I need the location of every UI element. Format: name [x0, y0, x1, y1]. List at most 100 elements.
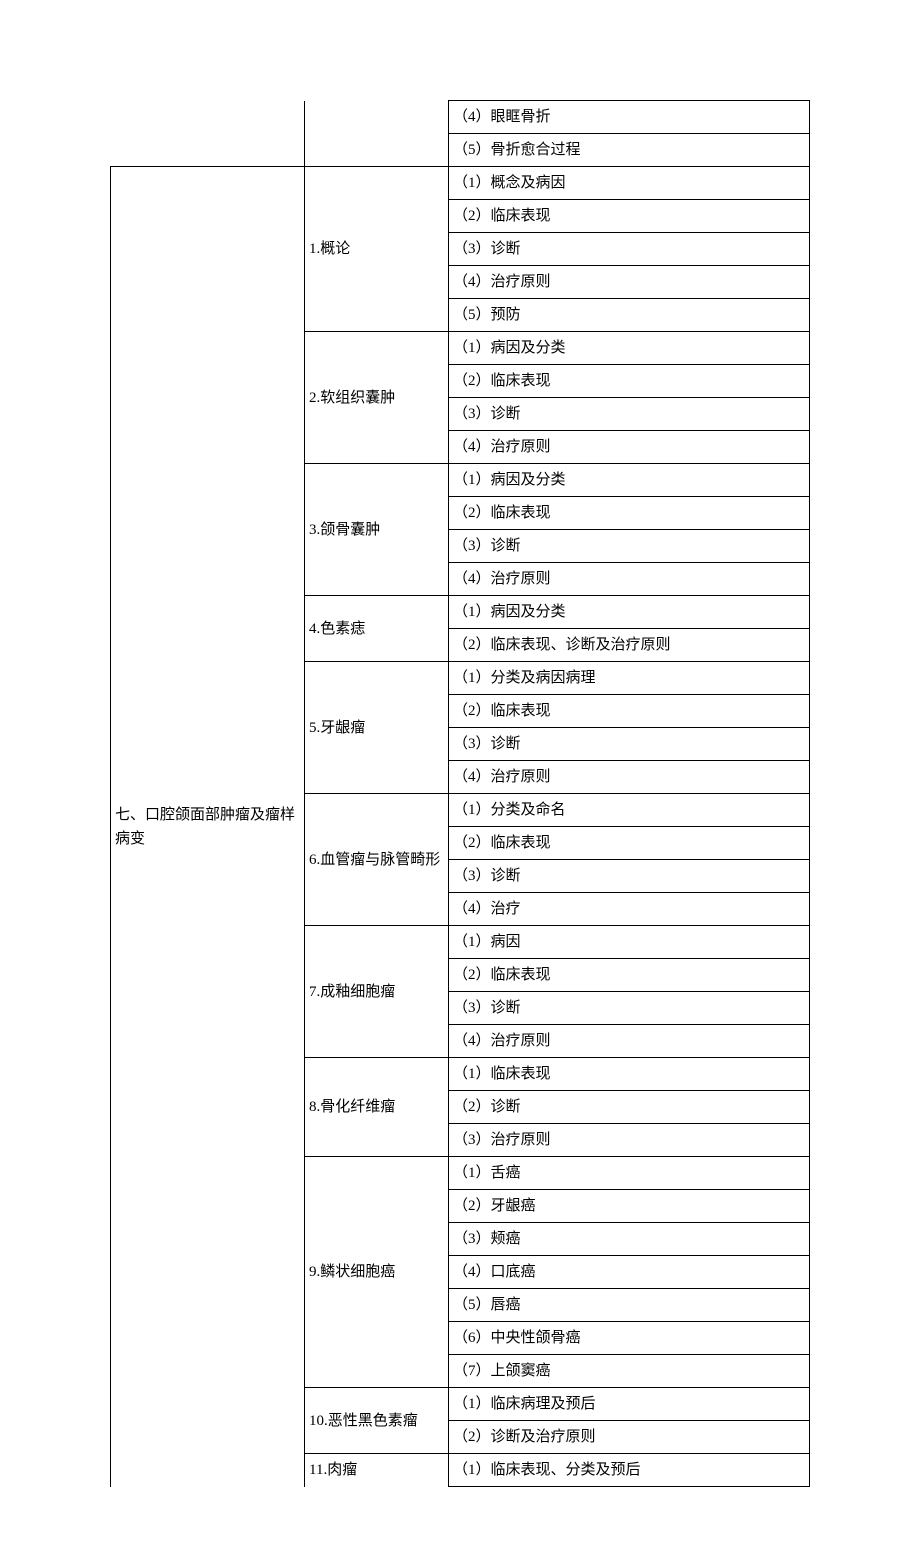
sub-label: 11.肉瘤: [309, 1462, 357, 1478]
detail-text: （4）口底癌: [453, 1264, 536, 1280]
detail-text: （3）诊断: [453, 241, 521, 257]
sub-label: 4.色素痣: [309, 621, 365, 637]
detail-text: （3）治疗原则: [453, 1132, 551, 1148]
detail-cell: （1）临床表现、分类及预后: [449, 1454, 810, 1487]
sub-cell: 8.骨化纤维瘤: [305, 1058, 449, 1157]
sub-cell: 6.血管瘤与脉管畸形: [305, 794, 449, 926]
detail-text: （2）临床表现: [453, 505, 551, 521]
detail-text: （2）诊断及治疗原则: [453, 1429, 596, 1445]
detail-text: （7）上颌窦癌: [453, 1363, 551, 1379]
detail-cell: （2）诊断: [449, 1091, 810, 1124]
detail-text: （2）临床表现: [453, 208, 551, 224]
detail-cell: （2）临床表现: [449, 695, 810, 728]
detail-cell: （2）临床表现: [449, 365, 810, 398]
detail-text: （1）病因: [453, 934, 521, 950]
detail-cell: （1）临床病理及预后: [449, 1388, 810, 1421]
detail-text: （5）预防: [453, 307, 521, 323]
detail-text: （1）临床表现、分类及预后: [453, 1462, 641, 1478]
document-page: （4）眼眶骨折 （5）骨折愈合过程 七、口腔颌面部肿瘤及瘤样病变 1.概论 （1…: [0, 0, 920, 1547]
detail-cell: （4）治疗: [449, 893, 810, 926]
detail-text: （2）临床表现: [453, 703, 551, 719]
detail-text: （1）病因及分类: [453, 604, 566, 620]
detail-cell: （2）诊断及治疗原则: [449, 1421, 810, 1454]
detail-text: （4）治疗原则: [453, 439, 551, 455]
prev-sub-cell: [305, 101, 449, 167]
detail-cell: （3）诊断: [449, 398, 810, 431]
detail-cell: （3）诊断: [449, 233, 810, 266]
sub-label: 10.恶性黑色素瘤: [309, 1413, 418, 1429]
detail-text: （3）诊断: [453, 538, 521, 554]
detail-text: （3）颊癌: [453, 1231, 521, 1247]
detail-cell: （4）治疗原则: [449, 1025, 810, 1058]
detail-cell: （3）诊断: [449, 728, 810, 761]
detail-text: （1）舌癌: [453, 1165, 521, 1181]
detail-cell: （5）骨折愈合过程: [449, 134, 810, 167]
detail-text: （2）临床表现: [453, 967, 551, 983]
detail-cell: （3）诊断: [449, 860, 810, 893]
sub-label: 9.鳞状细胞癌: [309, 1264, 395, 1280]
detail-cell: （1）舌癌: [449, 1157, 810, 1190]
sub-cell: 3.颌骨囊肿: [305, 464, 449, 596]
detail-text: （2）牙龈癌: [453, 1198, 536, 1214]
detail-text: （4）治疗原则: [453, 769, 551, 785]
detail-cell: （4）眼眶骨折: [449, 101, 810, 134]
sub-label: 5.牙龈瘤: [309, 720, 365, 736]
sub-label: 8.骨化纤维瘤: [309, 1099, 395, 1115]
detail-cell: （1）临床表现: [449, 1058, 810, 1091]
detail-text: （4）治疗: [453, 901, 521, 917]
detail-cell: （4）治疗原则: [449, 431, 810, 464]
outline-table: （4）眼眶骨折 （5）骨折愈合过程 七、口腔颌面部肿瘤及瘤样病变 1.概论 （1…: [110, 100, 810, 1487]
detail-cell: （2）临床表现、诊断及治疗原则: [449, 629, 810, 662]
sub-cell: 2.软组织囊肿: [305, 332, 449, 464]
detail-cell: （4）治疗原则: [449, 563, 810, 596]
detail-text: （5）骨折愈合过程: [453, 142, 581, 158]
detail-text: （1）临床表现: [453, 1066, 551, 1082]
section-cell: 七、口腔颌面部肿瘤及瘤样病变: [111, 167, 305, 1487]
sub-label: 1.概论: [309, 241, 350, 257]
detail-cell: （2）临床表现: [449, 497, 810, 530]
detail-text: （2）临床表现: [453, 835, 551, 851]
detail-cell: （5）唇癌: [449, 1289, 810, 1322]
sub-cell: 7.成釉细胞瘤: [305, 926, 449, 1058]
detail-cell: （6）中央性颌骨癌: [449, 1322, 810, 1355]
detail-text: （4）眼眶骨折: [453, 109, 551, 125]
detail-text: （1）分类及命名: [453, 802, 566, 818]
detail-cell: （2）临床表现: [449, 959, 810, 992]
prev-section-cell: [111, 101, 305, 167]
detail-cell: （1）概念及病因: [449, 167, 810, 200]
detail-cell: （3）颊癌: [449, 1223, 810, 1256]
detail-text: （2）临床表现: [453, 373, 551, 389]
detail-text: （1）病因及分类: [453, 340, 566, 356]
detail-text: （3）诊断: [453, 736, 521, 752]
detail-text: （4）治疗原则: [453, 1033, 551, 1049]
detail-cell: （2）牙龈癌: [449, 1190, 810, 1223]
detail-text: （6）中央性颌骨癌: [453, 1330, 581, 1346]
detail-cell: （1）病因: [449, 926, 810, 959]
sub-label: 7.成釉细胞瘤: [309, 984, 395, 1000]
detail-cell: （2）临床表现: [449, 200, 810, 233]
sub-label: 6.血管瘤与脉管畸形: [309, 852, 440, 868]
sub-cell: 1.概论: [305, 167, 449, 332]
detail-text: （1）分类及病因病理: [453, 670, 596, 686]
sub-cell: 11.肉瘤: [305, 1454, 449, 1487]
section-title: 七、口腔颌面部肿瘤及瘤样病变: [115, 807, 295, 847]
detail-cell: （4）治疗原则: [449, 266, 810, 299]
detail-text: （5）唇癌: [453, 1297, 521, 1313]
detail-cell: （4）口底癌: [449, 1256, 810, 1289]
sub-label: 2.软组织囊肿: [309, 390, 395, 406]
detail-cell: （3）诊断: [449, 992, 810, 1025]
detail-text: （2）诊断: [453, 1099, 521, 1115]
sub-label: 3.颌骨囊肿: [309, 522, 380, 538]
detail-cell: （3）治疗原则: [449, 1124, 810, 1157]
detail-text: （2）临床表现、诊断及治疗原则: [453, 637, 671, 653]
detail-text: （4）治疗原则: [453, 571, 551, 587]
detail-text: （1）病因及分类: [453, 472, 566, 488]
sub-cell: 4.色素痣: [305, 596, 449, 662]
detail-cell: （1）病因及分类: [449, 332, 810, 365]
detail-cell: （1）病因及分类: [449, 464, 810, 497]
detail-cell: （1）分类及命名: [449, 794, 810, 827]
detail-text: （3）诊断: [453, 1000, 521, 1016]
detail-text: （1）概念及病因: [453, 175, 566, 191]
detail-text: （3）诊断: [453, 868, 521, 884]
sub-cell: 5.牙龈瘤: [305, 662, 449, 794]
